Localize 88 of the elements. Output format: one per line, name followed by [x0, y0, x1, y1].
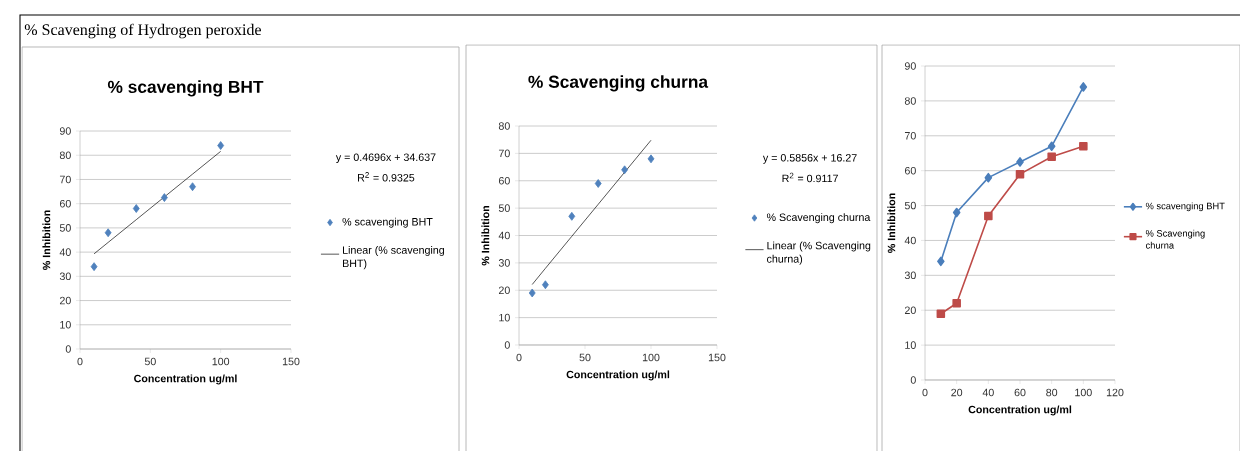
x-tick-label: 50 — [144, 357, 156, 366]
x-tick-label: 40 — [982, 388, 994, 397]
y-tick-label: 70 — [59, 175, 71, 184]
x-tick-label: 20 — [951, 388, 963, 397]
point — [528, 288, 536, 298]
y-axis-title: % Inhibition — [887, 193, 896, 253]
y-tick-label: 20 — [498, 286, 510, 295]
x-tick-label: 100 — [212, 357, 230, 366]
y-tick-label: 90 — [59, 127, 71, 135]
y-tick-label: 40 — [498, 231, 510, 240]
point — [647, 154, 655, 164]
y-tick-label: 10 — [499, 313, 510, 322]
x-tick-label: 120 — [1106, 388, 1124, 397]
point — [1015, 169, 1025, 179]
x-tick-label: 0 — [922, 388, 928, 397]
y-tick-label: 10 — [60, 321, 71, 329]
x-axis-title: Concentration ug/ml — [134, 374, 237, 385]
y-tick-label: 60 — [498, 176, 510, 185]
y-tick-label: 0 — [65, 345, 71, 353]
point — [90, 262, 98, 272]
x-tick-label: 0 — [77, 357, 83, 366]
y-tick-label: 80 — [904, 97, 916, 105]
legend-label: % Scavenging churna — [1145, 229, 1205, 249]
text: y = 0.5856x + 16.27 — [762, 154, 857, 164]
y-tick-label: 20 — [59, 296, 71, 305]
y-tick-label: 40 — [904, 236, 916, 245]
y-tick-label: 50 — [904, 201, 916, 210]
point — [984, 211, 993, 221]
text: y = 0.4696x + 34.637 — [335, 153, 436, 164]
y-tick-label: 90 — [904, 62, 916, 70]
point — [1016, 157, 1024, 167]
x-tick-label: 60 — [1014, 388, 1026, 397]
y-tick-label: 40 — [59, 248, 71, 256]
x-tick-label: 100 — [1075, 388, 1092, 397]
point — [952, 298, 961, 308]
y-tick-label: 30 — [904, 271, 916, 280]
y-tick-label: 30 — [59, 272, 71, 281]
y-tick-label: 50 — [59, 224, 71, 232]
point — [542, 280, 549, 290]
y-tick-label: 70 — [904, 132, 916, 140]
y-tick-label: 50 — [498, 204, 510, 212]
x-tick-label: 150 — [282, 357, 300, 366]
y-tick-label: 70 — [498, 149, 510, 158]
legend-label: Linear (% Scavenging churna) — [767, 241, 871, 265]
line-series — [531, 139, 652, 285]
chart-title: % scavenging BHT — [107, 80, 264, 97]
point — [621, 165, 628, 175]
text: R$^{2}$ = 0.9325 — [358, 172, 415, 182]
point — [1079, 82, 1088, 92]
text: % Scavenging of Hydrogen peroxide — [24, 23, 261, 39]
point — [1047, 141, 1056, 152]
x-tick-label: 150 — [708, 353, 726, 362]
y-tick-label: 30 — [498, 259, 510, 267]
point — [1047, 152, 1056, 161]
legend-label: % scavenging BHT — [1145, 202, 1225, 212]
y-tick-label: 80 — [498, 122, 510, 130]
y-tick-label: 60 — [904, 166, 916, 175]
y-tick-label: 0 — [910, 376, 916, 384]
y-tick-label: 0 — [504, 341, 510, 349]
point — [936, 309, 946, 318]
y-tick-label: 80 — [59, 151, 71, 160]
chart-title: % Scavenging churna — [528, 75, 709, 92]
y-tick-label: 10 — [905, 341, 916, 349]
point — [1079, 141, 1088, 151]
point — [594, 179, 602, 188]
x-tick-label: 0 — [516, 353, 522, 362]
x-axis-title: Concentration ug/ml — [968, 405, 1072, 416]
legend-label: Linear (% scavenging BHT) — [343, 246, 444, 270]
y-axis-title: % Inhibition — [481, 205, 490, 266]
point — [217, 141, 225, 150]
y-tick-label: 60 — [59, 199, 71, 208]
point — [132, 204, 140, 213]
x-tick-label: 50 — [579, 353, 591, 362]
point — [104, 228, 112, 238]
x-tick-label: 80 — [1046, 388, 1058, 397]
point — [161, 193, 168, 203]
point — [984, 172, 993, 183]
y-tick-label: 20 — [904, 306, 916, 314]
point — [189, 182, 196, 192]
y-axis-title: % Inhibition — [42, 210, 51, 270]
point — [952, 207, 961, 218]
text: R$^{2}$ = 0.9117 — [782, 172, 838, 183]
point — [568, 211, 576, 221]
x-tick-label: 100 — [642, 353, 660, 362]
point — [937, 256, 945, 267]
legend-label: % scavenging BHT — [342, 217, 433, 228]
x-axis-title: Concentration ug/ml — [566, 370, 670, 381]
legend-label: % Scavenging churna — [766, 213, 871, 224]
